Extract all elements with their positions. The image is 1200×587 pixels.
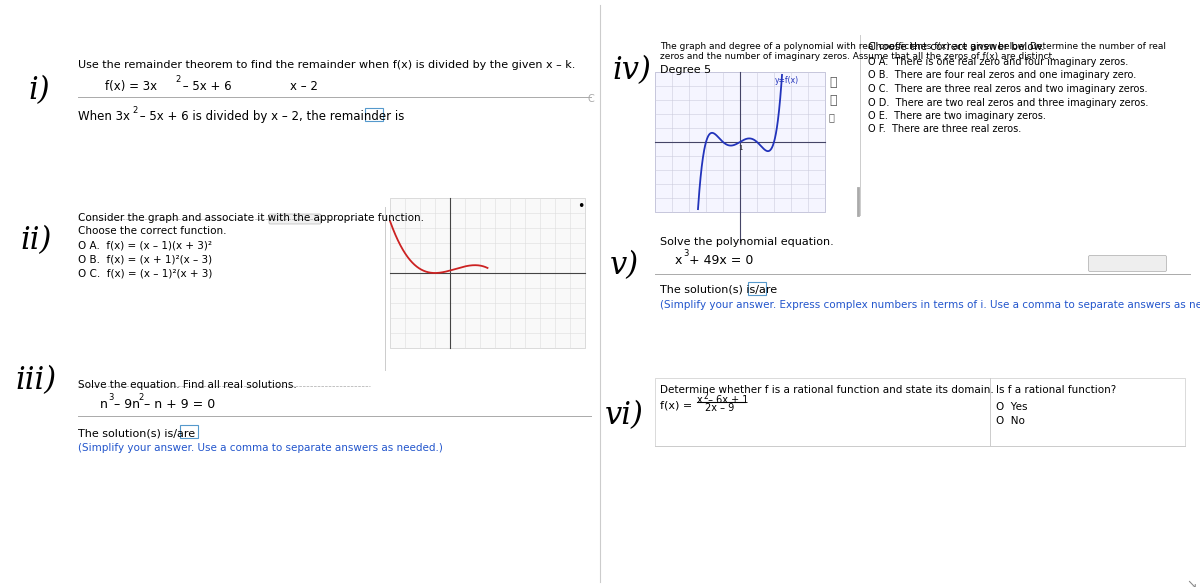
FancyBboxPatch shape [365, 108, 383, 121]
Text: 2x – 9: 2x – 9 [706, 403, 734, 413]
Text: 🔍: 🔍 [829, 94, 836, 107]
Text: 3: 3 [683, 249, 689, 258]
Text: ii): ii) [20, 225, 52, 256]
Text: C: C [587, 94, 594, 104]
Text: O  No: O No [996, 416, 1025, 426]
Text: f(x) = 3x: f(x) = 3x [106, 80, 157, 93]
Text: 🔗: 🔗 [829, 112, 835, 122]
Text: Solve the polynomial equation.: Solve the polynomial equation. [660, 237, 834, 247]
Text: n: n [100, 398, 108, 411]
Text: 1: 1 [738, 145, 743, 151]
Text: The graph and degree of a polynomial with real coefficients f(x) are given below: The graph and degree of a polynomial wit… [660, 42, 1166, 51]
Text: – 5x + 6 is divided by x – 2, the remainder is: – 5x + 6 is divided by x – 2, the remain… [136, 110, 404, 123]
Text: Choose the correct answer below.: Choose the correct answer below. [868, 42, 1044, 52]
Text: x: x [674, 254, 683, 267]
Text: O A.  There is one real zero and four imaginary zeros.: O A. There is one real zero and four ima… [868, 57, 1128, 67]
Text: f(x) =: f(x) = [660, 400, 696, 410]
Text: – 6x + 1: – 6x + 1 [706, 395, 749, 405]
Text: – 9n: – 9n [110, 398, 140, 411]
Bar [655, 72, 826, 212]
Text: Choose the correct function.: Choose the correct function. [78, 226, 227, 236]
Text: O A.  f(x) = (x – 1)(x + 3)²: O A. f(x) = (x – 1)(x + 3)² [78, 240, 212, 250]
Text: Consider the graph and associate it with the appropriate function.: Consider the graph and associate it with… [78, 213, 424, 223]
Text: x – 2: x – 2 [290, 80, 318, 93]
FancyBboxPatch shape [269, 214, 322, 224]
Text: O D.  There are two real zeros and three imaginary zeros.: O D. There are two real zeros and three … [868, 97, 1148, 107]
Text: x: x [697, 395, 703, 405]
Text: – n + 9 = 0: – n + 9 = 0 [140, 398, 215, 411]
Text: O  Yes: O Yes [996, 402, 1027, 412]
Text: The solution(s) is/are: The solution(s) is/are [78, 428, 196, 438]
Text: 2: 2 [703, 392, 708, 401]
Text: 2: 2 [138, 393, 143, 402]
Bar [655, 378, 1186, 446]
Text: (Simplify your answer. Express complex numbers in terms of i. Use a comma to sep: (Simplify your answer. Express complex n… [660, 300, 1200, 310]
Text: – 5x + 6: – 5x + 6 [179, 80, 232, 93]
Text: O F.  There are three real zeros.: O F. There are three real zeros. [868, 124, 1021, 134]
Text: Solve the equation. Find all real solutions.: Solve the equation. Find all real soluti… [78, 380, 296, 390]
Text: Determine whether f is a rational function and state its domain.: Determine whether f is a rational functi… [660, 385, 994, 395]
Text: Degree 5: Degree 5 [660, 65, 712, 75]
Text: zeros and the number of imaginary zeros. Assume that all the zeros of f(x) are d: zeros and the number of imaginary zeros.… [660, 52, 1055, 61]
Text: (Simplify your answer. Use a comma to separate answers as needed.): (Simplify your answer. Use a comma to se… [78, 443, 443, 453]
Text: 3: 3 [108, 393, 113, 402]
Text: iv): iv) [612, 55, 650, 86]
Text: i): i) [28, 75, 49, 106]
Text: O C.  There are three real zeros and two imaginary zeros.: O C. There are three real zeros and two … [868, 84, 1147, 94]
Text: vi): vi) [605, 400, 644, 431]
Text: The solution(s) is/are: The solution(s) is/are [660, 285, 778, 295]
Text: Is f a rational function?: Is f a rational function? [996, 385, 1116, 395]
Text: O B.  f(x) = (x + 1)²(x – 3): O B. f(x) = (x + 1)²(x – 3) [78, 254, 212, 264]
Text: O C.  f(x) = (x – 1)²(x + 3): O C. f(x) = (x – 1)²(x + 3) [78, 268, 212, 278]
Bar [390, 198, 586, 348]
Text: O B.  There are four real zeros and one imaginary zero.: O B. There are four real zeros and one i… [868, 70, 1136, 80]
Text: iii): iii) [14, 365, 56, 396]
Text: + 49x = 0: + 49x = 0 [685, 254, 754, 267]
FancyBboxPatch shape [180, 425, 198, 438]
FancyBboxPatch shape [1088, 255, 1166, 272]
Text: 2: 2 [175, 75, 180, 84]
Text: Use the remainder theorem to find the remainder when f(x) is divided by the give: Use the remainder theorem to find the re… [78, 60, 575, 70]
Text: v): v) [610, 250, 640, 281]
Text: O E.  There are two imaginary zeros.: O E. There are two imaginary zeros. [868, 111, 1046, 121]
Text: When 3x: When 3x [78, 110, 130, 123]
Text: •: • [577, 200, 584, 213]
Text: 🔍: 🔍 [829, 76, 836, 89]
Text: y=f(x): y=f(x) [775, 76, 799, 85]
Text: ↘: ↘ [1186, 578, 1196, 587]
FancyBboxPatch shape [748, 282, 766, 295]
Text: 2: 2 [132, 106, 137, 115]
